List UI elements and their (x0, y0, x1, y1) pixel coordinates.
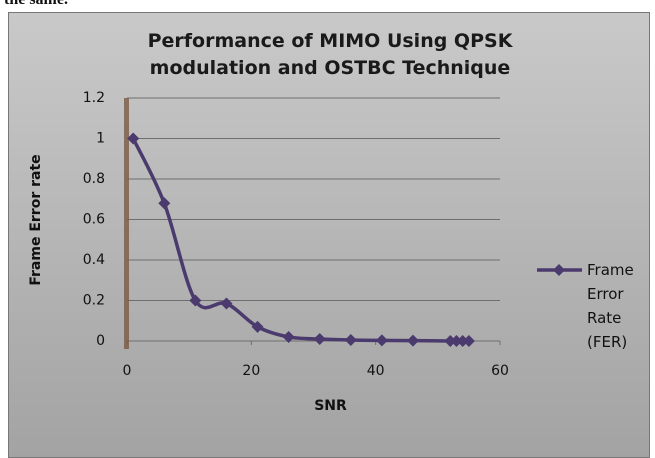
y-axis (124, 98, 129, 349)
y-axis-label: Frame Error rate (28, 154, 44, 285)
data-point (220, 297, 233, 310)
chart-title: modulation and OSTBC Technique (149, 57, 511, 79)
series-line (131, 137, 469, 343)
y-tick-label: 0 (96, 333, 105, 349)
data-point (462, 335, 475, 347)
legend-label: Frame Error Rate (FER) (587, 261, 634, 351)
y-tick-label: 1 (96, 131, 105, 147)
y-tick-label: 0.8 (83, 171, 105, 187)
data-point (444, 335, 457, 347)
x-tick-label: 40 (367, 363, 385, 379)
data-point (251, 320, 264, 333)
data-point (313, 332, 326, 345)
data-point (406, 334, 419, 347)
data-point (344, 333, 357, 346)
y-tick-label: 1.2 (83, 90, 105, 106)
data-point (282, 330, 295, 343)
chart-background (8, 12, 650, 458)
data-point (189, 294, 202, 307)
data-point (158, 197, 171, 210)
y-tick-label: 0.2 (83, 293, 105, 309)
x-tick-label: 20 (242, 363, 260, 379)
legend-marker (553, 264, 565, 276)
data-point (450, 335, 463, 347)
x-tick-label: 60 (491, 363, 509, 379)
x-tick-label: 0 (123, 363, 132, 379)
x-axis-label: SNR (314, 398, 347, 414)
top-text: the same. (4, 0, 68, 9)
y-tick-label: 0.4 (83, 252, 105, 268)
chart-title: Performance of MIMO Using QPSK (147, 30, 513, 52)
data-point (127, 132, 140, 145)
y-tick-label: 0.6 (83, 212, 105, 228)
data-point (375, 334, 388, 347)
data-point (456, 335, 469, 347)
